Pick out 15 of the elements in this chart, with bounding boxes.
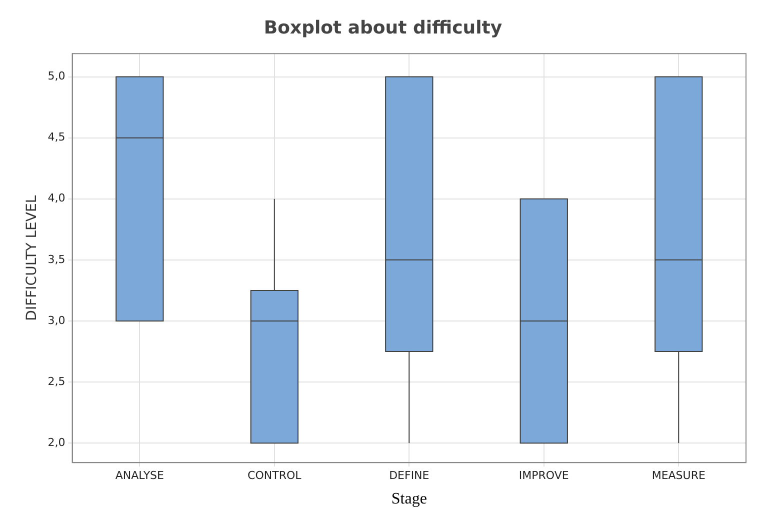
y-tick-label: 4,0	[48, 192, 66, 205]
x-tick-label: CONTROL	[248, 469, 302, 482]
x-tick-label: IMPROVE	[518, 469, 569, 482]
y-axis-title: DIFFICULTY LEVEL	[24, 195, 40, 321]
y-tick-label: 4,5	[48, 130, 66, 144]
x-tick-label: ANALYSE	[115, 469, 164, 482]
chart-title: Boxplot about difficulty	[264, 17, 502, 38]
y-tick-label: 2,0	[48, 436, 66, 449]
x-axis-title: Stage	[391, 490, 427, 508]
y-tick-label: 3,5	[48, 252, 66, 266]
y-tick-label: 2,5	[48, 374, 66, 388]
x-tick-label: DEFINE	[389, 469, 430, 482]
y-tick-label: 5,0	[48, 70, 66, 83]
x-tick-label: MEASURE	[652, 469, 706, 482]
y-tick-label: 3,0	[48, 314, 66, 327]
